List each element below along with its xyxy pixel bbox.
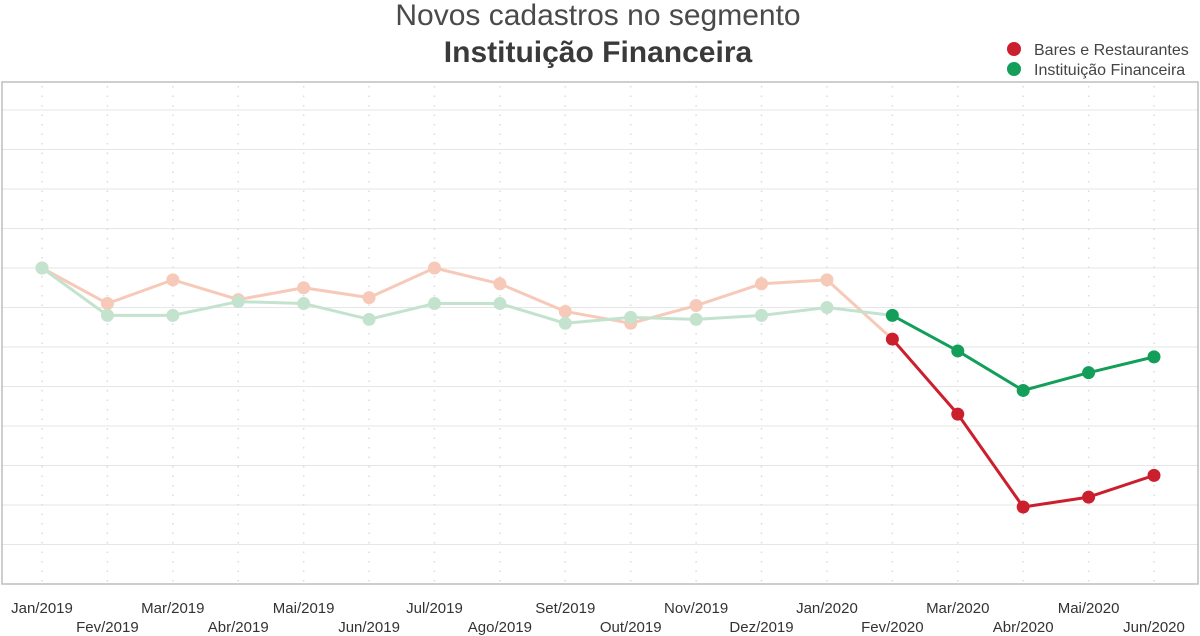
data-point-1-14 (951, 344, 965, 358)
legend-item-bares[interactable]: Bares e Restaurantes (1007, 42, 1189, 59)
legend: Bares e Restaurantes Instituição Finance… (1007, 42, 1189, 79)
data-point-faded-1-10 (689, 312, 703, 326)
data-point-faded-0-10 (689, 299, 703, 313)
data-point-faded-0-7 (493, 277, 507, 291)
chart-subtitle: Instituição Financeira (444, 36, 753, 69)
data-point-faded-1-5 (362, 312, 376, 326)
chart-title: Novos cadastros no segmento (395, 0, 800, 32)
series-line-faded-1 (40, 266, 894, 325)
x-tick-label: Set/2019 (535, 600, 595, 617)
data-point-faded-1-12 (820, 301, 834, 314)
legend-marker-bares (1007, 42, 1021, 56)
data-point-faded-0-5 (362, 291, 376, 305)
x-tick-label: Out/2019 (600, 619, 662, 636)
x-tick-label: Mai/2019 (273, 600, 335, 617)
data-point-faded-1-7 (493, 297, 507, 311)
legend-label-instituicao: Instituição Financeira (1034, 62, 1185, 79)
x-tick-label: Mar/2019 (141, 600, 204, 617)
data-point-faded-0-4 (297, 281, 311, 295)
data-point-0-13 (885, 332, 899, 346)
data-point-faded-1-4 (297, 297, 311, 311)
data-point-faded-1-1 (100, 308, 114, 322)
data-point-faded-0-12 (820, 273, 834, 287)
x-tick-label: Fev/2019 (76, 619, 139, 636)
data-point-faded-0-11 (755, 277, 769, 291)
data-point-1-13 (885, 308, 899, 322)
plot-area: Jan/2019Fev/2019Mar/2019Abr/2019Mai/2019… (1, 81, 1199, 636)
series-line-highlight-0 (890, 337, 1156, 509)
data-point-0-17 (1147, 468, 1161, 482)
data-point-faded-1-0 (35, 261, 49, 275)
x-tick-label: Jul/2019 (406, 600, 463, 617)
x-tick-label: Dez/2019 (729, 619, 793, 636)
x-tick-label: Jun/2019 (338, 619, 400, 636)
legend-item-instituicao[interactable]: Instituição Financeira (1007, 62, 1185, 79)
x-tick-label: Mar/2020 (926, 600, 989, 617)
data-point-0-14 (951, 407, 965, 421)
data-point-0-15 (1016, 500, 1030, 514)
x-tick-label: Fev/2020 (861, 619, 924, 636)
x-tick-label: Jan/2019 (11, 600, 73, 617)
x-tick-label: Mai/2020 (1058, 600, 1120, 617)
data-point-faded-0-6 (427, 261, 441, 275)
legend-marker-instituicao (1007, 62, 1021, 76)
data-point-1-17 (1147, 350, 1161, 364)
series-line-faded-0 (40, 266, 894, 341)
data-point-faded-0-1 (100, 297, 114, 311)
data-point-faded-0-8 (558, 304, 572, 318)
data-point-faded-1-9 (624, 310, 638, 324)
plot-border (1, 81, 1199, 585)
data-point-faded-0-2 (166, 273, 180, 287)
data-point-faded-1-2 (166, 308, 180, 322)
legend-label-bares: Bares e Restaurantes (1034, 42, 1189, 59)
x-tick-label: Ago/2019 (468, 619, 532, 636)
data-point-faded-1-3 (231, 295, 245, 309)
x-tick-label: Jan/2020 (796, 600, 858, 617)
data-point-1-15 (1016, 383, 1030, 397)
x-tick-label: Abr/2020 (993, 619, 1054, 636)
x-tick-label: Jun/2020 (1123, 619, 1185, 636)
x-tick-label: Abr/2019 (208, 619, 269, 636)
x-tick-label: Nov/2019 (664, 600, 728, 617)
data-point-0-16 (1082, 490, 1096, 504)
data-point-faded-1-11 (755, 308, 769, 322)
data-point-faded-1-6 (427, 297, 441, 311)
data-point-faded-1-8 (558, 316, 572, 330)
data-point-1-16 (1082, 366, 1096, 380)
